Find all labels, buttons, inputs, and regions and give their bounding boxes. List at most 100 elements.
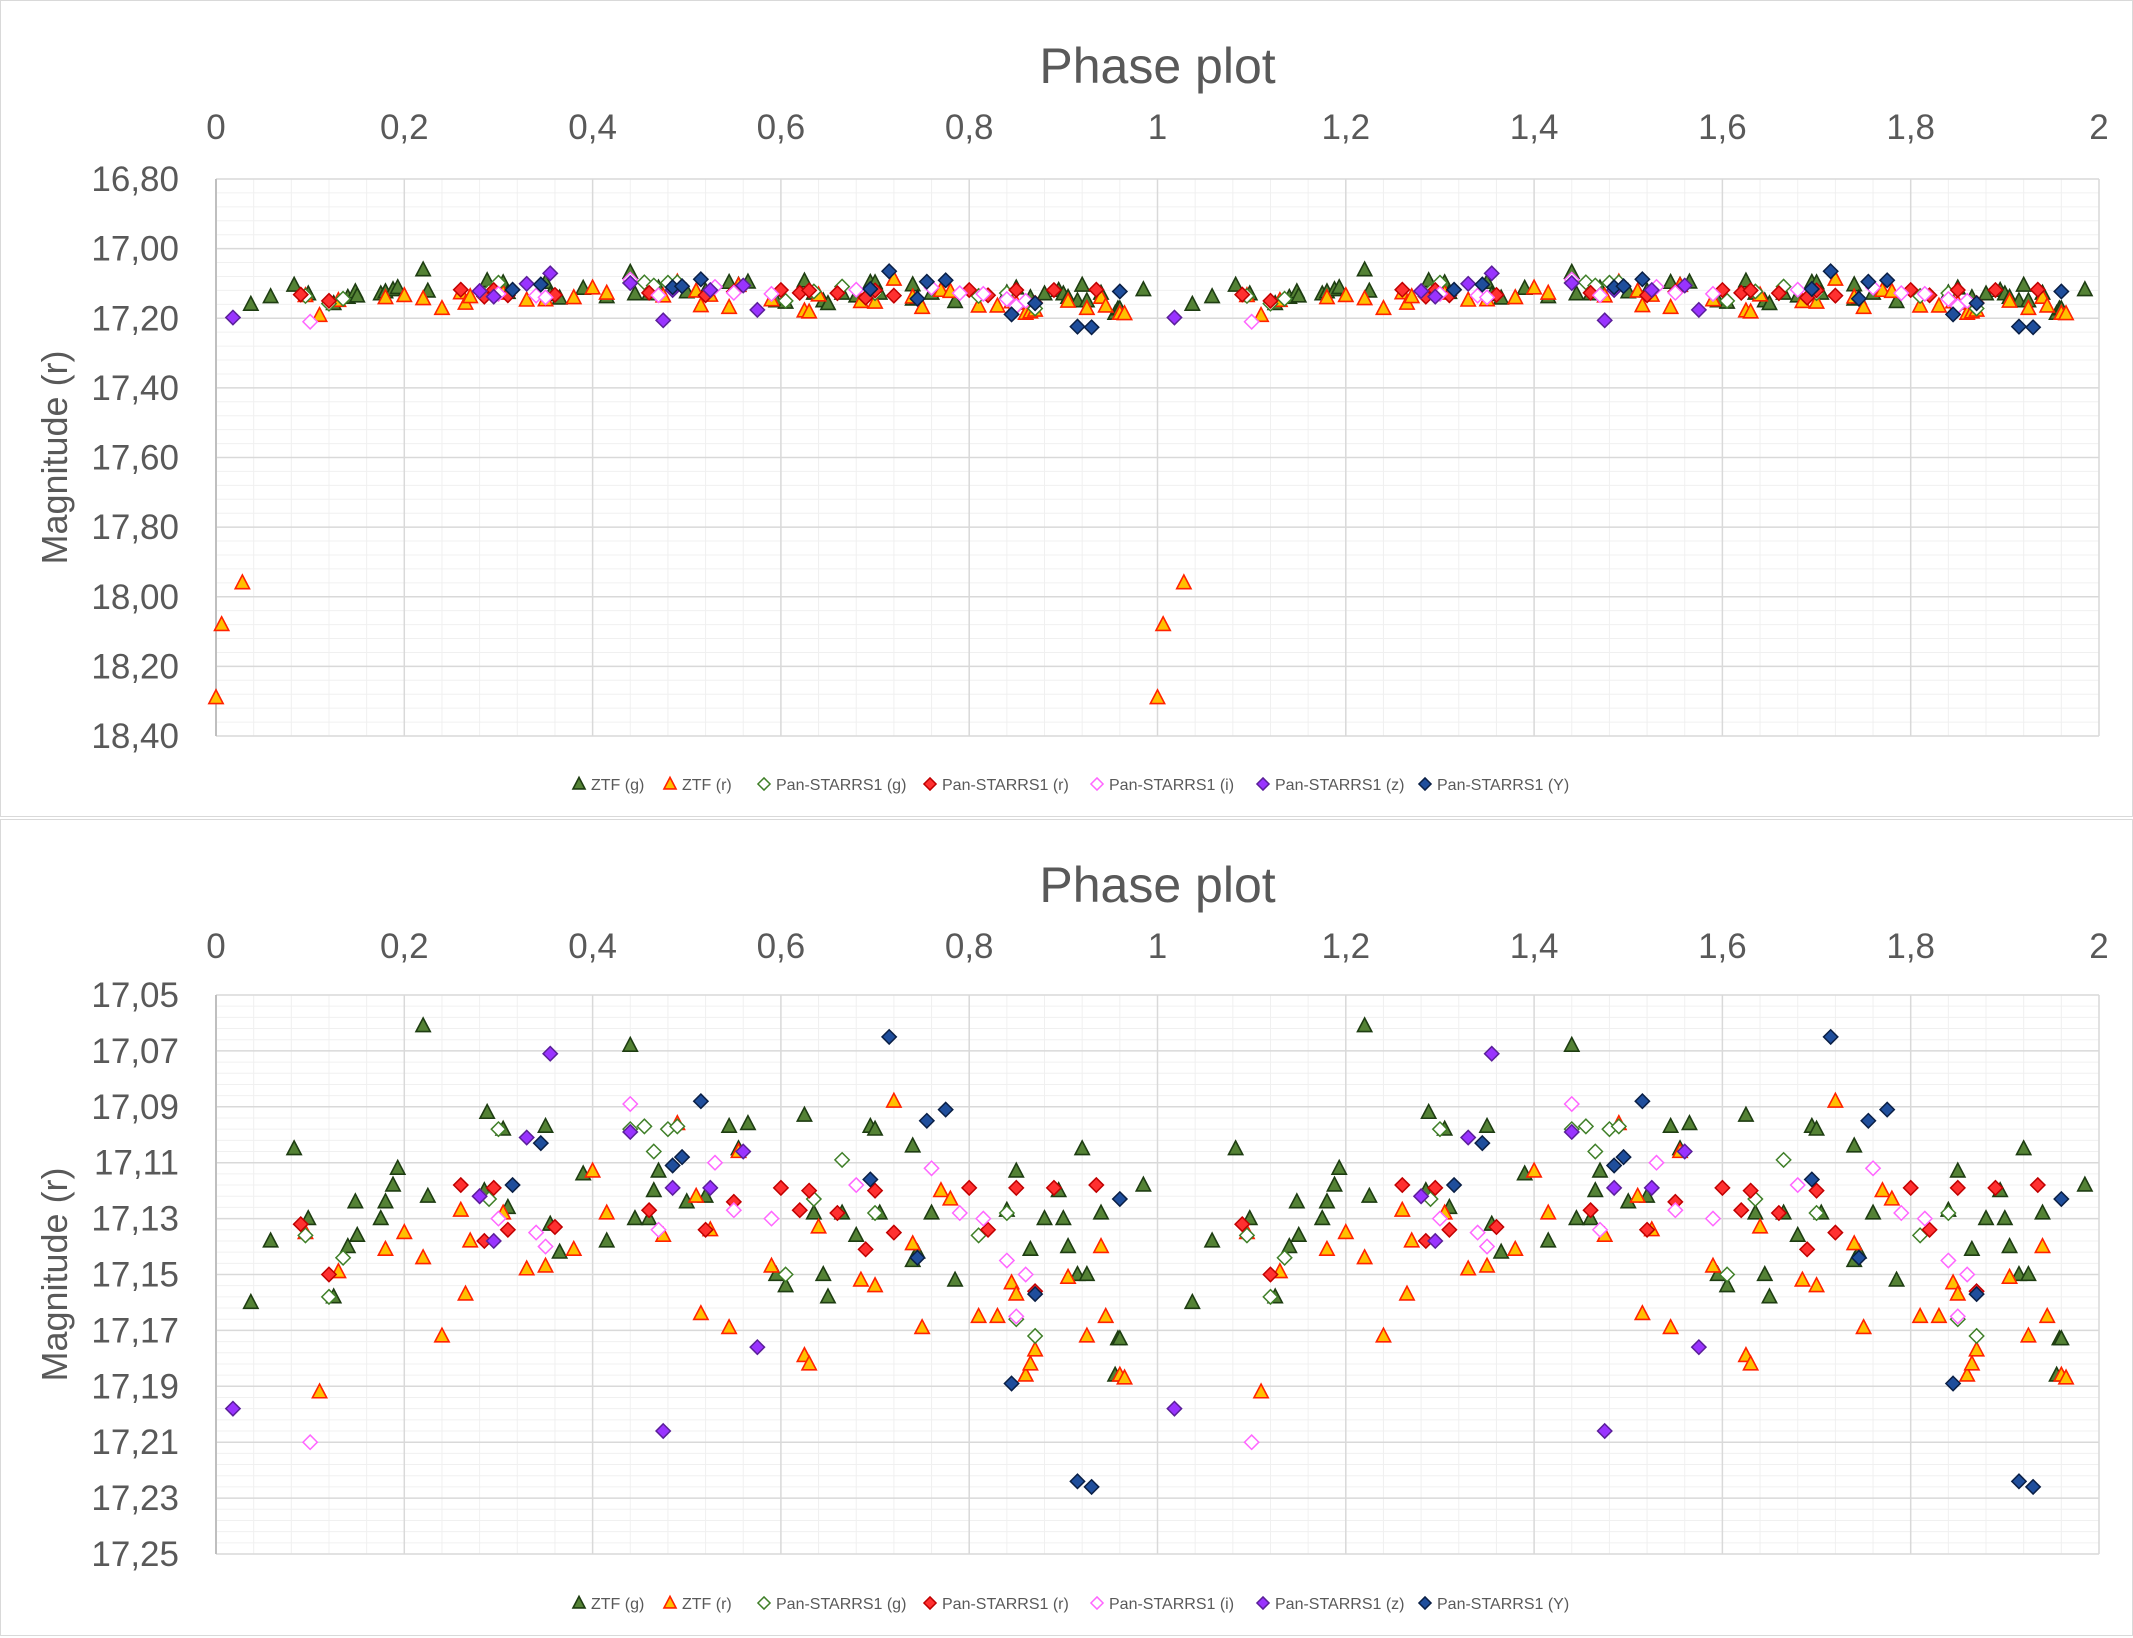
data-point <box>1949 1308 1966 1325</box>
data-point <box>1563 1035 1581 1052</box>
data-point <box>384 1175 402 1192</box>
data-point <box>1183 294 1201 311</box>
data-point <box>1203 1231 1221 1248</box>
chart-panel-full-range: Phase plot 0 0,2 0,4 0,6 0,8 1 1,2 1,4 1,6 1,8 2 16,… <box>0 0 2133 817</box>
data-point <box>1252 1382 1270 1399</box>
data-point <box>389 278 407 295</box>
data-point <box>504 1176 521 1194</box>
data-point <box>655 1422 672 1440</box>
data-point <box>1850 1249 1868 1266</box>
data-point <box>1643 281 1660 299</box>
data-point <box>1873 1181 1891 1198</box>
y-tick-label: 17,80 <box>91 508 179 547</box>
data-point <box>1949 1161 1967 1178</box>
data-point <box>1930 296 1948 313</box>
data-point <box>1036 284 1053 301</box>
data-point <box>2029 281 2047 298</box>
series-pan-starrs1-y- <box>504 1028 2070 1496</box>
data-point <box>1680 1114 1698 1131</box>
data-point <box>297 1227 314 1244</box>
data-point <box>937 272 954 289</box>
data-point <box>1374 1326 1392 1343</box>
data-point <box>1026 1285 1044 1303</box>
data-point <box>857 1241 874 1258</box>
data-point <box>433 298 451 316</box>
data-point <box>1968 1327 1985 1345</box>
data-point <box>1803 280 1821 298</box>
data-point <box>664 1179 681 1197</box>
data-point <box>923 1160 940 1177</box>
x-tick-label: 0,4 <box>568 927 617 966</box>
y-tick-label: 18,20 <box>91 647 179 686</box>
data-point <box>1615 278 1632 295</box>
legend-label: ZTF (g) <box>591 777 644 794</box>
data-point <box>800 302 818 319</box>
data-point <box>2001 1237 2019 1254</box>
data-point <box>1092 1203 1110 1220</box>
data-point <box>735 277 752 294</box>
legend-marker <box>922 1595 938 1611</box>
data-point <box>1582 284 1599 302</box>
data-point <box>1469 1224 1486 1241</box>
data-point <box>1097 296 1115 313</box>
data-point <box>320 1266 338 1283</box>
data-point <box>1676 1143 1693 1160</box>
data-point <box>1478 1256 1496 1273</box>
data-point <box>1166 309 1183 326</box>
data-point <box>1234 1215 1251 1233</box>
data-point <box>795 1105 813 1122</box>
data-point <box>1789 1225 1807 1243</box>
legend-label: Pan-STARRS1 (z) <box>1275 1596 1405 1613</box>
plot-area <box>224 1016 2094 1496</box>
y-tick-label: 17,20 <box>91 299 179 338</box>
legend-label: ZTF (r) <box>682 777 732 794</box>
data-point <box>1313 1209 1331 1226</box>
legend-item: Pan-STARRS1 (g) <box>756 776 906 794</box>
data-point <box>951 1204 968 1222</box>
data-point <box>1073 275 1091 292</box>
data-point <box>749 1338 766 1356</box>
data-point <box>702 1179 719 1197</box>
data-point <box>1888 1270 1906 1287</box>
data-point <box>1902 1179 1919 1197</box>
data-point <box>207 688 225 705</box>
data-point <box>1968 1285 1985 1303</box>
x-tick-label: 1 <box>1148 927 1167 966</box>
data-point <box>645 1181 663 1198</box>
data-point <box>452 281 470 298</box>
data-point <box>1958 292 1976 310</box>
legend-item: Pan-STARRS1 (i) <box>1089 1595 1234 1613</box>
data-point <box>1742 1354 1760 1371</box>
x-tick-label: 0,2 <box>380 927 429 966</box>
data-point <box>471 1188 488 1205</box>
data-point <box>598 1203 616 1220</box>
data-point <box>1525 278 1543 295</box>
data-point <box>1036 1209 1053 1226</box>
data-point <box>772 281 790 299</box>
data-point <box>518 290 536 307</box>
data-point <box>904 1136 922 1153</box>
data-point <box>2010 318 2028 335</box>
x-tick-label: 0,2 <box>380 108 429 147</box>
data-point <box>1893 1204 1910 1222</box>
data-point <box>1478 289 1496 306</box>
data-point <box>1054 1209 1072 1226</box>
y-tick-label: 17,15 <box>91 1256 179 1295</box>
data-point <box>1059 1237 1077 1254</box>
data-point <box>626 1209 644 1226</box>
data-point <box>433 1326 451 1343</box>
data-point <box>2001 1267 2019 1284</box>
series-pan-starrs1-z- <box>224 265 1708 329</box>
data-point <box>1026 295 1044 312</box>
data-point <box>1083 319 1100 336</box>
data-point <box>998 290 1016 308</box>
data-point <box>542 265 559 282</box>
data-point <box>960 1179 978 1197</box>
data-point <box>664 1157 681 1174</box>
data-point <box>1134 280 1152 297</box>
legend-item: Pan-STARRS1 (g) <box>756 1595 906 1613</box>
data-point <box>1911 296 1929 313</box>
data-point <box>1318 1192 1336 1209</box>
data-point <box>224 1400 242 1417</box>
data-point <box>1059 1267 1077 1284</box>
